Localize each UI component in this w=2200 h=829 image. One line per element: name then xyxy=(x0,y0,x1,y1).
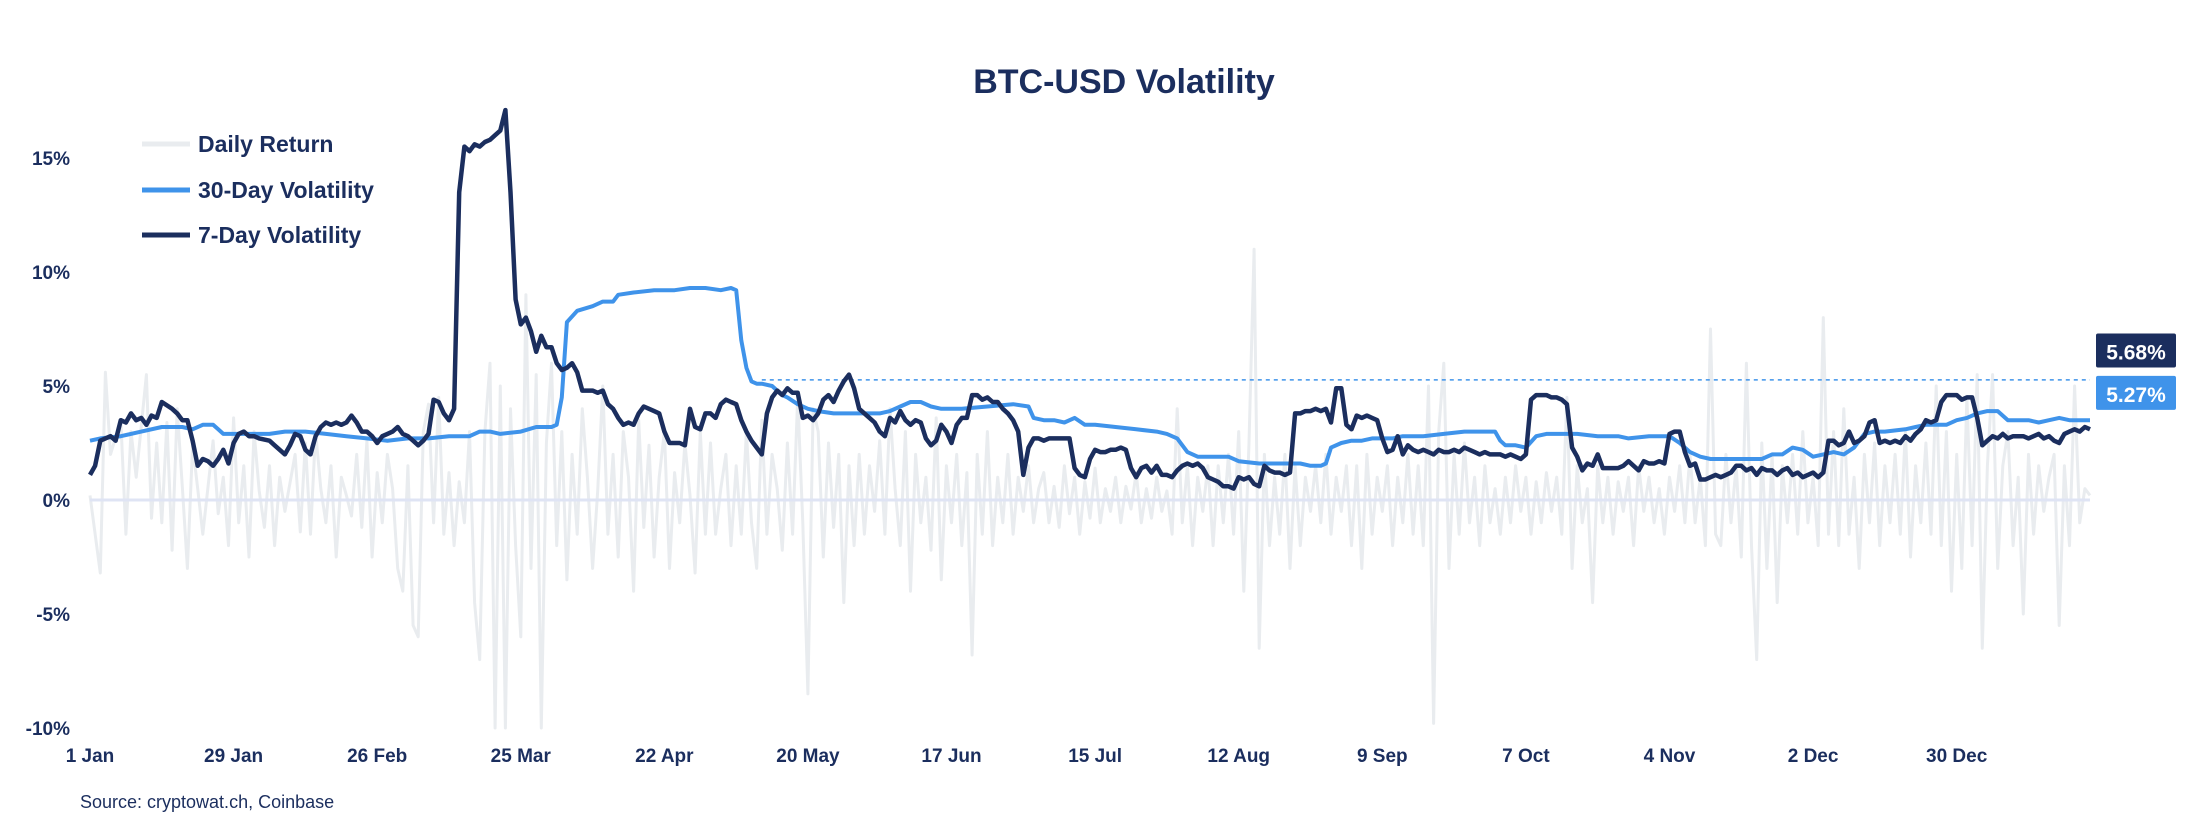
x-tick-label: 1 Jan xyxy=(66,746,115,767)
plot-area xyxy=(88,107,2092,730)
x-tick-label: 17 Jun xyxy=(921,746,981,767)
chart-title: BTC-USD Volatility xyxy=(973,63,1275,101)
legend-item-7-day-volatility: 7-Day Volatility xyxy=(142,222,361,248)
badge-7-day-volatility: 5.68% xyxy=(2106,341,2166,364)
badge-7-day-volatility-bg xyxy=(2096,333,2176,368)
legend-label-7-day-volatility: 7-Day Volatility xyxy=(198,222,361,248)
badge-30-day-volatility-bg xyxy=(2096,375,2176,410)
y-tick-label: -10% xyxy=(26,719,70,740)
x-tick-label: 7 Oct xyxy=(1502,746,1550,767)
x-axis: 1 Jan 29 Jan 26 Feb 25 Mar 22 Apr 20 May 17 Ju… xyxy=(66,746,1988,767)
x-tick-label: 29 Jan xyxy=(204,746,263,767)
x-tick-label: 30 Dec xyxy=(1926,746,1988,767)
legend-item-daily-return: Daily Return xyxy=(142,131,333,157)
x-tick-label: 4 Nov xyxy=(1644,746,1696,767)
x-tick-label: 22 Apr xyxy=(635,746,694,767)
x-tick-label: 20 May xyxy=(776,746,840,767)
legend-label-daily-return: Daily Return xyxy=(198,131,333,157)
x-tick-label: 9 Sep xyxy=(1357,746,1408,767)
legend-label-30-day-volatility: 30-Day Volatility xyxy=(198,177,374,203)
x-tick-label: 2 Dec xyxy=(1788,746,1839,767)
x-tick-label: 26 Feb xyxy=(347,746,407,767)
source-note: Source: cryptowat.ch, Coinbase xyxy=(80,792,334,812)
badge-30-day-volatility: 5.27% xyxy=(2106,384,2166,407)
legend-item-30-day-volatility: 30-Day Volatility xyxy=(142,177,374,203)
y-tick-label: -5% xyxy=(36,605,70,626)
y-tick-label: 5% xyxy=(43,377,71,398)
y-tick-label: 15% xyxy=(32,149,70,170)
x-tick-label: 15 Jul xyxy=(1068,746,1122,767)
end-value-badges: 5.68% 5.27% xyxy=(2096,333,2176,410)
series-daily-return-line xyxy=(88,247,2092,730)
legend: Daily Return 30-Day Volatility 7-Day Vol… xyxy=(142,131,374,248)
y-axis: 15% 10% 5% 0% -5% -10% xyxy=(26,149,70,740)
series-7-day-volatility-line xyxy=(88,107,2091,491)
x-tick-label: 12 Aug xyxy=(1207,746,1270,767)
series-30-day-volatility-line xyxy=(89,286,2090,468)
x-tick-label: 25 Mar xyxy=(491,746,552,767)
y-tick-label: 0% xyxy=(43,491,71,512)
y-tick-label: 10% xyxy=(32,263,70,284)
